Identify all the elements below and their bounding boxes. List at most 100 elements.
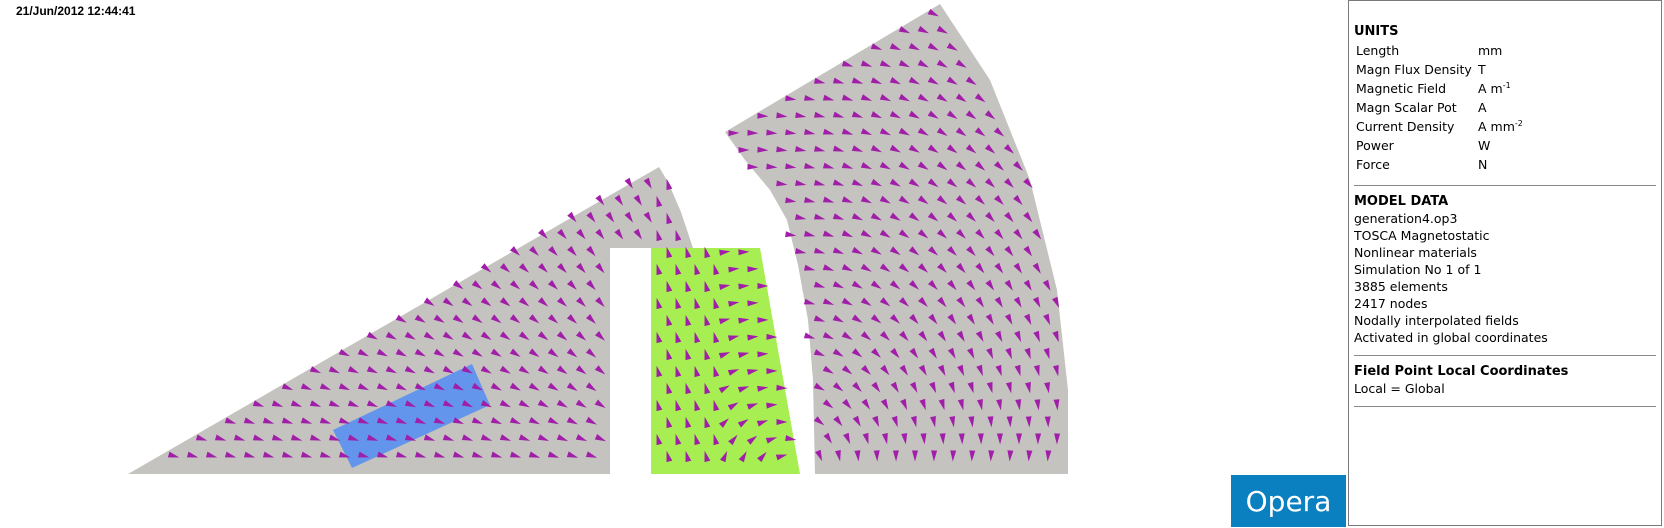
field-arrow	[518, 331, 530, 341]
field-arrow	[205, 451, 218, 458]
field-arrow	[656, 195, 663, 208]
field-arrow	[685, 450, 692, 463]
field-arrow	[1044, 382, 1050, 394]
field-arrow	[366, 366, 378, 374]
field-arrow	[718, 418, 729, 428]
field-arrow	[776, 419, 788, 425]
field-arrow	[994, 262, 1004, 274]
field-arrow	[1006, 416, 1013, 428]
field-arrow	[860, 297, 872, 306]
field-arrow	[224, 417, 237, 424]
field-arrow	[685, 314, 692, 327]
field-arrow	[675, 297, 682, 310]
field-arrow	[841, 196, 854, 203]
field-arrow	[675, 263, 682, 276]
field-arrow	[1034, 399, 1041, 411]
field-arrow	[461, 434, 474, 441]
field-arrow	[851, 145, 864, 152]
field-arrow	[1004, 178, 1014, 188]
field-arrow	[224, 451, 237, 458]
field-arrow	[851, 77, 864, 84]
field-arrow	[898, 26, 911, 34]
field-arrow	[319, 417, 332, 424]
field-arrow	[414, 348, 426, 357]
field-arrow	[860, 229, 872, 238]
field-arrow	[832, 348, 844, 357]
field-arrow	[967, 381, 974, 394]
field-arrow	[955, 195, 967, 205]
field-arrow	[528, 451, 541, 458]
field-arrow	[860, 331, 872, 341]
field-arrow	[785, 163, 797, 170]
field-arrow	[908, 76, 920, 85]
field-arrow	[452, 382, 464, 391]
field-arrow	[965, 110, 977, 120]
field-arrow	[936, 127, 948, 136]
field-arrow	[832, 314, 844, 323]
field-arrow	[376, 451, 389, 458]
field-arrow	[499, 331, 511, 341]
field-arrow	[870, 178, 882, 187]
field-arrow	[889, 77, 901, 85]
field-arrow	[186, 451, 199, 458]
field-arrow	[518, 365, 530, 374]
field-arrow	[675, 331, 682, 344]
field-arrow	[471, 417, 484, 424]
field-arrow	[813, 382, 825, 391]
field-arrow	[833, 415, 843, 427]
field-arrow	[490, 451, 503, 458]
field-arrow	[557, 228, 567, 240]
field-arrow	[537, 297, 549, 307]
model-viewport[interactable]	[0, 0, 1340, 528]
field-arrow	[822, 332, 834, 340]
field-arrow	[912, 450, 918, 462]
field-arrow	[969, 450, 976, 462]
field-arrow	[899, 330, 909, 342]
field-arrow	[975, 330, 984, 342]
opera-logo: Opera	[1231, 475, 1346, 527]
field-arrow	[870, 212, 882, 221]
field-arrow	[585, 382, 597, 392]
field-arrow	[843, 432, 851, 445]
field-arrow	[946, 76, 958, 85]
field-arrow	[1005, 382, 1012, 394]
field-arrow	[461, 365, 473, 374]
field-arrow	[433, 383, 445, 391]
field-arrow	[889, 314, 900, 324]
field-arrow	[776, 112, 788, 119]
field-arrow	[404, 365, 416, 374]
unit-quantity: Magn Flux Density	[1356, 62, 1472, 77]
field-arrow	[851, 179, 864, 186]
field-arrow	[813, 315, 826, 322]
field-arrow	[803, 332, 816, 339]
field-arrow	[713, 433, 720, 446]
field-arrow	[852, 415, 861, 427]
field-arrow	[567, 211, 577, 223]
field-arrow	[892, 450, 899, 462]
field-arrow	[281, 383, 294, 390]
field-arrow	[338, 383, 351, 391]
field-arrow	[899, 364, 908, 376]
field-arrow	[965, 76, 977, 85]
field-arrow	[851, 280, 863, 289]
field-arrow	[814, 77, 826, 84]
field-arrow	[595, 194, 605, 206]
unit-quantity: Magn Scalar Pot	[1356, 100, 1457, 115]
field-arrow	[414, 383, 426, 391]
field-arrow	[974, 195, 985, 205]
model-data-line: Simulation No 1 of 1	[1354, 262, 1482, 277]
field-arrow	[385, 434, 398, 441]
field-arrow	[747, 266, 759, 273]
field-arrow	[872, 415, 880, 428]
field-arrow	[414, 417, 427, 424]
field-arrow	[694, 263, 701, 276]
field-arrow	[666, 314, 673, 327]
field-arrow	[395, 417, 408, 424]
field-arrow	[338, 349, 350, 357]
field-arrow	[889, 111, 901, 119]
field-arrow	[757, 351, 769, 358]
field-arrow	[985, 279, 995, 291]
field-arrow	[556, 297, 567, 307]
model-data-line: 2417 nodes	[1354, 296, 1428, 311]
field-arrow	[841, 365, 853, 375]
